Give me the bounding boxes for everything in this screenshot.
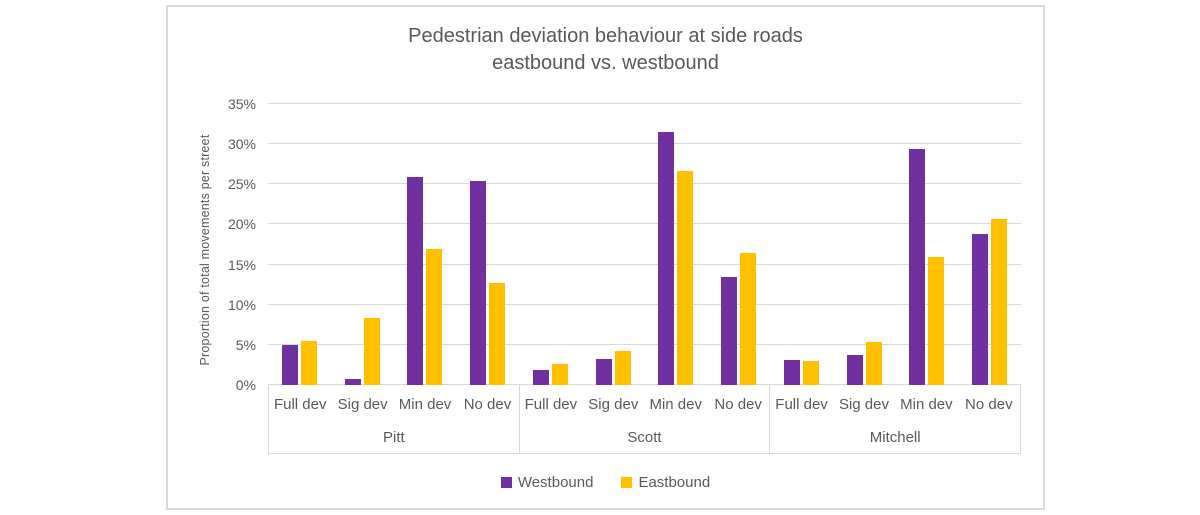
y-tick-label-0%: 0% <box>235 377 256 393</box>
x-axis-group-scott: Full dev Sig dev Min dev No dev Scott <box>520 385 771 453</box>
bar-eastbound-scott-min-dev <box>677 171 694 385</box>
legend-swatch-westbound <box>500 477 512 488</box>
bar-westbound-pitt-min-dev <box>407 177 424 385</box>
y-tick-label-30%: 30% <box>227 136 256 153</box>
x-tick-label-min-dev: Min dev <box>900 396 953 413</box>
legend-item-eastbound: Eastbound <box>621 474 710 491</box>
x-tick-row: Full dev Sig dev Min dev No dev <box>520 385 770 421</box>
bar-eastbound-scott-full-dev <box>551 364 568 385</box>
x-axis: Full dev Sig dev Min dev No dev Pitt Full dev… <box>268 385 1021 454</box>
y-tick-label-20%: 20% <box>227 216 256 233</box>
bar-westbound-scott-full-dev <box>532 369 549 385</box>
bar-eastbound-pitt-full-dev <box>300 340 317 385</box>
x-tick-label-sig-dev: Sig dev <box>337 396 388 413</box>
x-tick-label-no-dev: No dev <box>463 396 512 413</box>
gridline-35% <box>268 103 1021 104</box>
legend-item-westbound: Westbound <box>500 474 594 491</box>
x-tick-label-full-dev: Full dev <box>273 396 327 413</box>
x-tick-row: Full dev Sig dev Min dev No dev <box>770 385 1020 421</box>
y-tick-label-15%: 15% <box>227 256 256 273</box>
x-tick-label-min-dev: Min dev <box>398 396 452 413</box>
legend-swatch-eastbound <box>621 477 633 488</box>
x-tick-label-full-dev: Full dev <box>775 396 828 413</box>
bar-westbound-pitt-no-dev <box>470 181 487 385</box>
group-label-pitt: Pitt <box>382 428 405 446</box>
bar-eastbound-pitt-sig-dev <box>363 318 380 385</box>
gridline-15% <box>268 263 1021 265</box>
x-tick-row: Full dev Sig dev Min dev No dev <box>269 385 519 421</box>
bar-eastbound-mitchell-no-dev <box>991 218 1008 385</box>
bar-westbound-scott-sig-dev <box>595 358 612 385</box>
bar-eastbound-scott-no-dev <box>740 253 757 385</box>
x-axis-group-mitchell: Full dev Sig dev Min dev No dev Mitchell <box>770 385 1020 453</box>
gridline-5% <box>268 343 1021 345</box>
x-axis-group-pitt: Full dev Sig dev Min dev No dev Pitt <box>269 385 520 453</box>
x-tick-label-min-dev: Min dev <box>649 396 702 413</box>
chart-title-line-2: eastbound vs. westbound <box>492 52 719 74</box>
bar-eastbound-mitchell-min-dev <box>928 256 945 385</box>
bar-eastbound-pitt-min-dev <box>426 248 443 385</box>
bar-westbound-scott-no-dev <box>721 277 738 385</box>
bar-westbound-mitchell-min-dev <box>909 148 926 385</box>
x-tick-label-sig-dev: Sig dev <box>588 396 639 413</box>
y-tick-label-25%: 25% <box>227 176 256 193</box>
plot-area <box>268 103 1021 385</box>
legend-label-westbound: Westbound <box>517 474 594 491</box>
legend-label-eastbound: Eastbound <box>638 474 711 491</box>
gridline-30% <box>268 143 1021 145</box>
group-label-scott: Scott <box>627 428 662 446</box>
chart-container: Pedestrian deviation behaviour at side r… <box>166 5 1045 510</box>
chart-title: Pedestrian deviation behaviour at side r… <box>168 23 1043 77</box>
bar-westbound-pitt-full-dev <box>281 344 298 385</box>
group-label-mitchell: Mitchell <box>869 428 921 446</box>
y-axis: 0% 5% 10% 15% 20% 25% 30% 35% <box>168 96 256 393</box>
x-tick-label-no-dev: No dev <box>714 396 762 413</box>
legend: Westbound Eastbound <box>168 474 1043 491</box>
x-tick-label-sig-dev: Sig dev <box>838 396 889 413</box>
bar-westbound-mitchell-no-dev <box>972 234 989 385</box>
gridline-25% <box>268 183 1021 185</box>
bar-eastbound-scott-sig-dev <box>614 351 631 385</box>
bar-westbound-pitt-sig-dev <box>344 379 361 385</box>
bar-westbound-scott-min-dev <box>658 132 675 385</box>
y-tick-label-35%: 35% <box>227 96 256 112</box>
gridline-20% <box>268 223 1021 225</box>
bar-westbound-mitchell-sig-dev <box>846 354 863 385</box>
gridline-10% <box>268 303 1021 305</box>
bar-eastbound-mitchell-sig-dev <box>865 342 882 385</box>
bar-eastbound-pitt-no-dev <box>489 283 506 385</box>
y-tick-label-10%: 10% <box>227 296 256 313</box>
x-tick-label-full-dev: Full dev <box>524 396 578 413</box>
y-tick-label-5%: 5% <box>235 336 256 353</box>
bar-westbound-mitchell-full-dev <box>783 360 800 385</box>
gridline-0% <box>268 384 1021 385</box>
chart-title-line-1: Pedestrian deviation behaviour at side r… <box>408 25 803 47</box>
x-tick-label-no-dev: No dev <box>965 396 1013 413</box>
bar-eastbound-mitchell-full-dev <box>802 360 819 385</box>
